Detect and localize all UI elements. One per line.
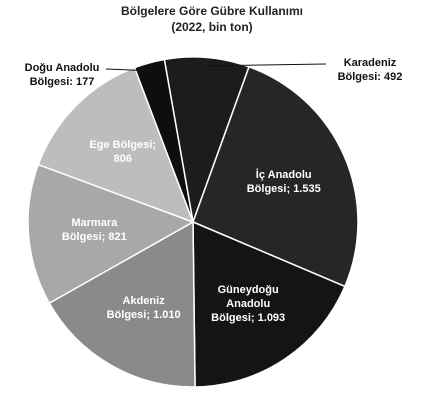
pie-slice [37, 66, 195, 224]
slice-label: Karadeniz Bölgesi: 492 [328, 56, 412, 84]
slice-value: 1.093 [257, 312, 286, 325]
slice-label: İç Anadolu Bölgesi; 1.535 [242, 168, 326, 196]
chart-subtitle: (2022, bin ton) [171, 20, 253, 34]
slice-category: Doğu Anadolu Bölgesi: [24, 62, 100, 88]
slice-label: Marmara Bölgesi; 821 [52, 216, 136, 244]
slice-category: İç Anadolu Bölgesi; [246, 169, 312, 196]
pie-slice [48, 220, 196, 388]
slice-label: Güneydoğu Anadolu Bölgesi; 1.093 [206, 283, 290, 325]
slice-category: Ege Bölgesi; [89, 139, 157, 152]
slice-label: Doğu Anadolu Bölgesi: 177 [20, 61, 104, 89]
slice-value: 177 [76, 76, 95, 88]
slice-value: 492 [384, 71, 403, 83]
pie-slice [192, 220, 346, 388]
slice-label: Akdeniz Bölgesi; 1.010 [102, 294, 186, 322]
leader-line [206, 63, 327, 67]
slice-value: 806 [113, 153, 132, 166]
leader-line [105, 68, 152, 72]
slice-category: Karadeniz Bölgesi: [337, 57, 397, 83]
pie-slice [27, 163, 195, 305]
slice-value: 821 [108, 230, 127, 243]
slice-category: Güneydoğu Anadolu Bölgesi; [211, 284, 279, 325]
pie-slice [163, 56, 250, 225]
slice-category: Marmara Bölgesi; [61, 216, 118, 243]
slice-value: 1.010 [153, 308, 181, 321]
pie-slice [133, 58, 194, 223]
slice-label: Ege Bölgesi; 806 [81, 138, 165, 166]
slice-category: Akdeniz Bölgesi; [106, 294, 165, 321]
chart-title: Bölgelere Göre Gübre Kullanımı [120, 4, 304, 18]
slice-value: 1.535 [293, 183, 321, 196]
pie-slice [192, 65, 359, 288]
